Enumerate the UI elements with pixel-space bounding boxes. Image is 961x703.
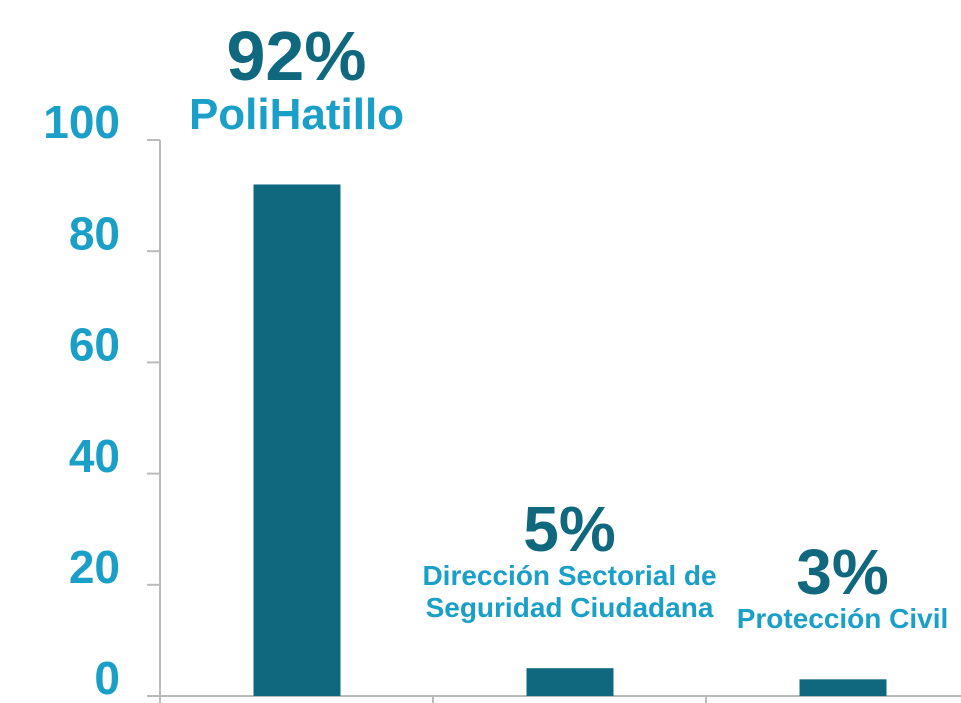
value-label: 92% xyxy=(226,17,367,96)
bar-label: 5% Dirección Sectorial de Seguridad Ciuda… xyxy=(420,493,720,624)
category-label: Protección Civil xyxy=(736,603,949,635)
y-tick-label: 60 xyxy=(69,319,120,371)
value-label: 5% xyxy=(523,493,616,566)
bar xyxy=(799,679,887,696)
bar xyxy=(253,184,341,697)
y-tick-label: 80 xyxy=(69,207,120,259)
bar xyxy=(526,668,614,696)
y-tick-label: 100 xyxy=(43,96,120,148)
category-label: PoliHatillo xyxy=(188,89,405,139)
bar-label: 3% Protección Civil xyxy=(693,536,961,635)
category-label: Dirección Sectorial de Seguridad Ciudada… xyxy=(422,559,717,624)
value-label: 3% xyxy=(796,536,889,609)
y-tick-label: 40 xyxy=(69,430,120,482)
y-tick-label: 0 xyxy=(94,652,120,703)
y-tick-label: 20 xyxy=(69,541,120,593)
bar-label: 92% PoliHatillo xyxy=(147,17,447,140)
